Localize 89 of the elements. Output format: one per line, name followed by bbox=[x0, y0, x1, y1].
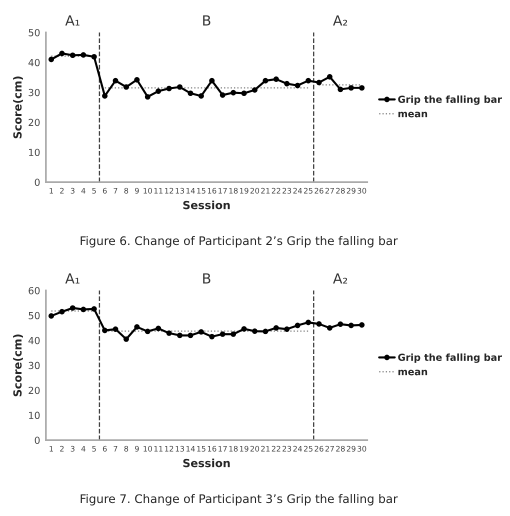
point bbox=[359, 85, 365, 91]
point bbox=[144, 328, 150, 334]
point bbox=[316, 321, 322, 327]
point bbox=[294, 82, 300, 88]
y-tick-label: 60 bbox=[28, 286, 40, 294]
point bbox=[209, 78, 215, 84]
y-axis-title: Score(cm) bbox=[13, 76, 23, 138]
point bbox=[306, 320, 312, 326]
point bbox=[48, 313, 54, 319]
point bbox=[252, 328, 258, 334]
point bbox=[273, 325, 279, 331]
y-tick-label: 50 bbox=[28, 312, 40, 320]
legend-label: mean bbox=[398, 112, 428, 118]
point bbox=[112, 78, 118, 84]
point bbox=[102, 328, 108, 334]
point bbox=[326, 325, 332, 331]
point bbox=[252, 87, 258, 93]
y-tick-label: 10 bbox=[29, 412, 40, 420]
point bbox=[156, 88, 162, 94]
point bbox=[209, 334, 215, 340]
y-tick-label: 0 bbox=[34, 436, 40, 444]
point bbox=[59, 308, 65, 314]
y-tick-label: 20 bbox=[28, 118, 40, 126]
point bbox=[176, 332, 183, 338]
point bbox=[70, 52, 76, 58]
point bbox=[230, 90, 236, 96]
caption: Figure 7. Change of Participant 3’s Grip the falling bar bbox=[80, 494, 398, 506]
legend-label: Grip the falling bar bbox=[398, 353, 502, 363]
point bbox=[284, 80, 290, 86]
point bbox=[123, 84, 130, 90]
point bbox=[326, 74, 332, 80]
point bbox=[348, 322, 354, 328]
point bbox=[80, 52, 86, 58]
point bbox=[241, 90, 247, 96]
point bbox=[80, 306, 86, 312]
point bbox=[48, 56, 54, 62]
x-axis-title: Session bbox=[183, 200, 230, 210]
point bbox=[294, 322, 300, 328]
y-tick-label: 40 bbox=[28, 336, 40, 344]
point bbox=[134, 324, 140, 330]
text: A₂ bbox=[333, 273, 348, 284]
point bbox=[91, 54, 97, 60]
text: B bbox=[203, 15, 210, 26]
y-tick-label: 40 bbox=[28, 58, 40, 66]
y-tick-label: 10 bbox=[29, 148, 40, 156]
point bbox=[91, 306, 97, 312]
point bbox=[230, 331, 236, 337]
point bbox=[284, 326, 290, 332]
text: A₂ bbox=[333, 15, 348, 26]
point bbox=[262, 328, 268, 334]
y-tick-label: 30 bbox=[28, 88, 40, 96]
point bbox=[59, 50, 65, 56]
point bbox=[102, 93, 108, 99]
y-tick-label: 30 bbox=[28, 362, 40, 370]
point bbox=[144, 94, 150, 100]
point bbox=[348, 85, 354, 91]
point bbox=[188, 90, 194, 96]
text: A₁ bbox=[65, 273, 80, 284]
point bbox=[198, 329, 204, 335]
legend-label: mean bbox=[398, 370, 428, 376]
point bbox=[359, 322, 365, 328]
point bbox=[123, 336, 130, 342]
point bbox=[134, 77, 140, 83]
point bbox=[112, 326, 118, 332]
point bbox=[273, 76, 279, 82]
point bbox=[306, 78, 312, 84]
point bbox=[338, 86, 344, 92]
legend-label: Grip the falling bar bbox=[398, 95, 502, 105]
y-tick-label: 50 bbox=[28, 28, 40, 36]
caption: Figure 6. Change of Participant 2’s Grip the falling bar bbox=[80, 236, 398, 248]
point bbox=[316, 80, 322, 86]
x-axis-title: Session bbox=[183, 458, 230, 468]
point bbox=[220, 331, 226, 337]
point bbox=[338, 321, 344, 327]
point bbox=[166, 330, 172, 336]
point bbox=[220, 92, 226, 98]
y-axis-title: Score(cm) bbox=[13, 334, 23, 396]
point bbox=[176, 84, 183, 90]
point bbox=[241, 326, 247, 332]
text: B bbox=[203, 273, 210, 284]
point bbox=[188, 332, 194, 338]
point bbox=[70, 305, 76, 311]
point bbox=[198, 93, 204, 99]
point bbox=[262, 78, 268, 84]
point bbox=[156, 326, 162, 332]
y-tick-label: 20 bbox=[28, 386, 40, 394]
text: A₁ bbox=[65, 15, 80, 26]
y-tick-label: 0 bbox=[34, 178, 40, 186]
point bbox=[166, 86, 172, 92]
